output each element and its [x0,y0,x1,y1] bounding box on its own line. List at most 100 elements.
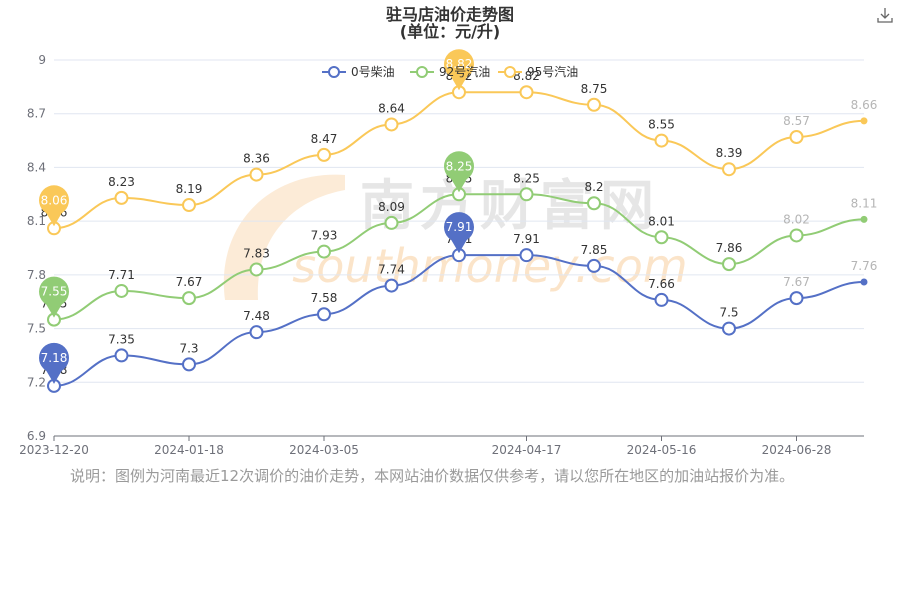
data-point [114,348,129,363]
legend-symbol [416,66,428,78]
data-label: 7.85 [581,243,608,257]
data-label: 8.66 [851,98,878,112]
x-tick-label: 2024-03-05 [289,443,359,457]
data-point [654,230,669,245]
y-tick-label: 9 [38,53,46,67]
y-tick-label: 7.8 [27,268,46,282]
legend-label: 92号汽油 [439,64,490,79]
marker-pins: 7.91 7.18 8.25 7.55 8.82 8.06 [39,49,474,384]
data-point [587,258,601,273]
data-label: 8.47 [311,132,338,146]
x-tick-label: 2024-01-18 [154,443,224,457]
legend-item-3[interactable]: 95号汽油 [498,64,578,79]
watermark-text-en: southmoney.com [292,239,687,293]
data-label: 7.66 [648,277,675,291]
data-point [384,278,399,293]
min-pin: 7.55 [39,276,69,318]
data-label: 8.64 [378,101,405,115]
data-point [384,117,399,132]
pin-head [444,151,474,182]
chart-subtitle: (单位：元/升) [399,22,501,41]
data-label: 7.67 [783,275,810,289]
data-label: 7.5 [719,306,738,320]
x-tick-label: 2024-04-17 [492,443,562,457]
data-label: 7.35 [108,332,135,346]
pin-label: 7.91 [446,220,473,234]
pin-label: 7.55 [41,285,68,299]
data-point [249,325,264,340]
data-label: 8.75 [581,82,608,96]
y-tick-label: 7.5 [27,322,46,336]
data-point [249,262,264,277]
data-label: 7.91 [513,232,540,246]
legend-item-2[interactable]: 92号汽油 [410,64,490,79]
data-point [587,97,601,112]
pin-head [444,212,474,243]
y-tick-label: 8.1 [27,214,46,228]
data-point [722,162,736,177]
legend-item-1[interactable]: 0号柴油 [322,65,395,79]
data-point [519,248,534,263]
pin-head [39,276,69,307]
data-point [114,283,129,298]
legend-symbol [504,66,516,78]
legend-label: 95号汽油 [527,64,578,79]
pin-label: 8.25 [446,159,473,173]
data-label: 8.02 [783,212,810,226]
data-point [182,291,196,306]
chart-note: 说明：图例为河南最近12次调价的油价走势，本网站油价数据仅供参考，请以您所在地区… [70,467,795,485]
pin-label: 7.18 [41,351,68,365]
series-1: 7.187.357.37.487.587.747.917.917.857.667… [41,232,877,393]
data-label: 7.58 [311,291,338,305]
data-label: 7.71 [108,268,135,282]
data-label: 7.93 [311,229,338,243]
data-point [789,228,804,243]
data-label: 8.2 [584,180,603,194]
max-pin: 7.91 [444,212,474,254]
axes: 6.9 7.2 7.5 7.8 8.1 8.4 8.7 9 2023-12-20 2024-01-… [19,53,864,457]
legend-label: 0号柴油 [351,65,395,79]
data-label: 7.67 [176,275,203,289]
data-point [317,244,331,259]
legend-symbol [328,66,340,78]
pin-label: 8.06 [41,193,68,207]
watermark-text-cn: 南方财富网 [360,174,660,237]
data-point [654,133,669,148]
data-label: 8.01 [648,214,675,228]
x-tick-label: 2024-05-16 [627,443,697,457]
chart-title: 驻马店油价走势图 [385,5,514,24]
data-label: 7.83 [243,246,270,260]
data-point [519,85,534,100]
data-label: 8.36 [243,152,270,166]
y-tick-label: 8.7 [27,107,46,121]
max-pin: 8.82 [444,49,474,91]
data-label: 7.74 [378,263,405,277]
download-icon[interactable] [876,6,894,24]
data-point [789,291,804,306]
data-label: 8.09 [378,200,405,214]
x-tick-label: 2023-12-20 [19,443,89,457]
pin-head [444,49,474,80]
data-point [587,196,601,211]
y-tick-label: 7.2 [27,375,46,389]
legend[interactable]: 0号柴油 92号汽油 95号汽油 [322,64,578,79]
data-point [317,147,331,162]
data-point [789,129,804,144]
min-pin: 7.18 [39,342,69,384]
data-label: 7.48 [243,309,270,323]
max-pin: 8.25 [444,151,474,193]
data-point [182,357,196,372]
data-label: 8.23 [108,175,135,189]
data-label: 8.39 [716,146,743,160]
data-point [384,215,399,230]
data-label: 8.57 [783,114,810,128]
x-tick-label: 2024-06-28 [762,443,832,457]
pin-label: 8.82 [446,57,473,71]
data-point [860,215,868,223]
data-label: 7.86 [716,241,743,255]
data-label: 8.25 [513,171,540,185]
data-point [860,278,868,286]
data-point [722,257,736,272]
